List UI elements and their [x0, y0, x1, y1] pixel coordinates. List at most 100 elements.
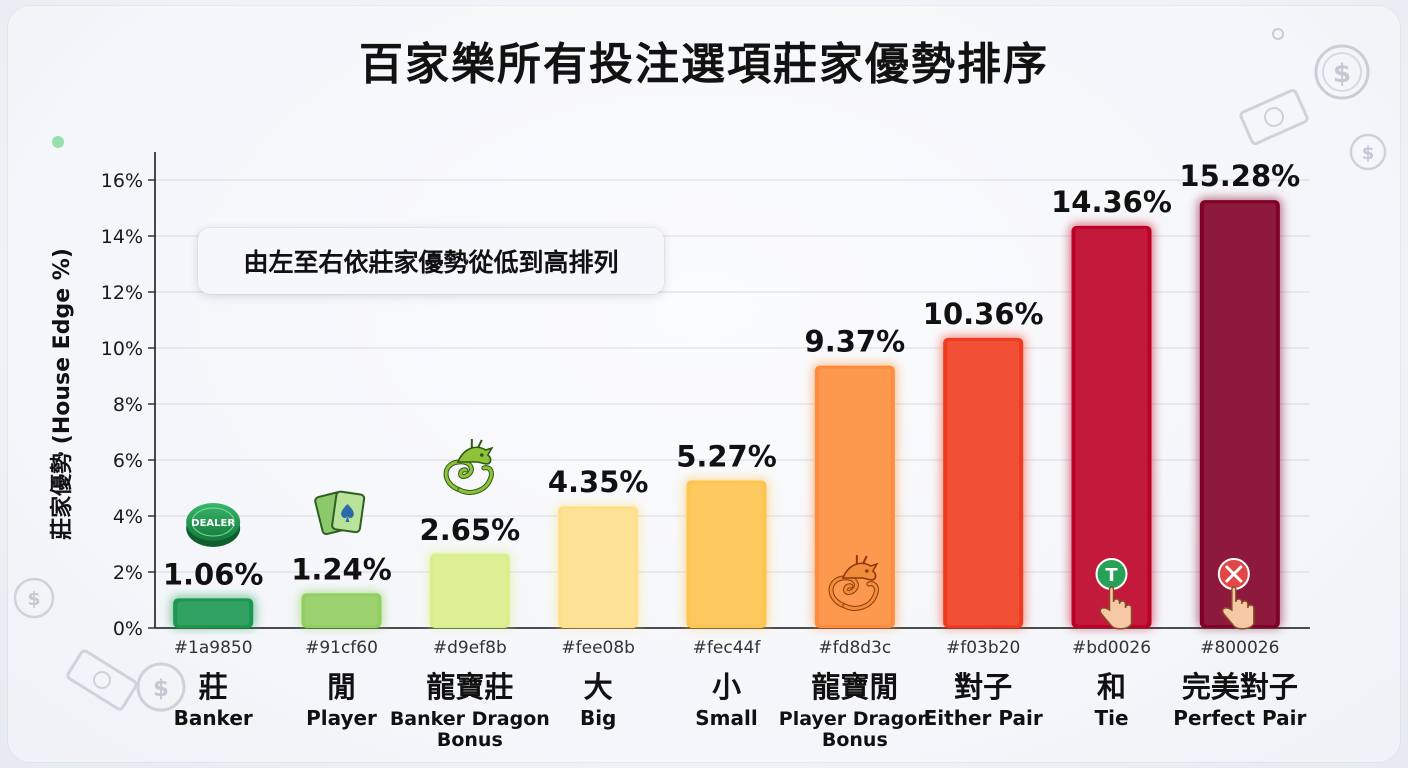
hex-label: #91cf60 [305, 638, 378, 658]
bar-highlight [177, 601, 250, 625]
cross-mark [1225, 565, 1243, 583]
playing-cards-icon [314, 490, 366, 536]
category-label-en: Perfect Pair [1173, 706, 1306, 730]
bar-highlight [562, 509, 635, 625]
perfect-pair-hand-icon [1217, 558, 1255, 630]
bar-highlight [305, 596, 378, 625]
tie-badge-letter: T [1105, 565, 1118, 586]
bar [1071, 225, 1152, 629]
value-label: 5.27% [676, 439, 777, 473]
category-label-en: Either Pair [924, 706, 1043, 730]
spade-symbol [341, 504, 354, 522]
value-label: 1.06% [163, 557, 264, 591]
value-label: 9.37% [805, 325, 906, 359]
y-tick-label: 10% [101, 338, 143, 360]
dragon-icon [828, 555, 879, 611]
hex-label: #fd8d3c [818, 638, 891, 658]
dragon-head [841, 562, 879, 581]
category-label-zh: 小 [712, 670, 741, 704]
bar-highlight [1075, 228, 1148, 626]
bar [301, 593, 382, 628]
dragon-icon [443, 439, 494, 495]
category-label-zh: 完美對子 [1182, 670, 1298, 704]
hex-label: #fec44f [693, 638, 762, 658]
bar-highlight [818, 368, 891, 625]
dragon-horns [470, 439, 483, 449]
y-tick-label: 4% [113, 506, 143, 528]
bar-highlight [1203, 203, 1276, 625]
category-label-zh: 和 [1097, 670, 1126, 704]
hex-label: #f03b20 [946, 638, 1020, 658]
category-label-en: Tie [1094, 706, 1128, 730]
y-tick-label: 14% [101, 226, 143, 248]
dealer-chip-icon: DEALER [186, 503, 241, 547]
dragon-body-fill [444, 460, 473, 492]
category-label-zh: 龍寶閒 [811, 670, 898, 704]
bar-highlight [433, 556, 506, 625]
icons: DEALER T [186, 439, 1255, 630]
category-label-zh: 莊 [199, 670, 228, 704]
dragon-body-fill [829, 576, 858, 608]
y-tick-label: 6% [113, 450, 143, 472]
bar-highlight [690, 483, 763, 625]
value-label: 2.65% [420, 513, 521, 547]
coin-symbol: $ [1333, 59, 1351, 89]
category-label-zh: 閒 [327, 670, 356, 704]
bar [1199, 200, 1280, 628]
bar [429, 553, 510, 628]
category-label-en: Big [580, 706, 616, 730]
card-background [8, 6, 1400, 762]
banknote-icon [1239, 89, 1309, 145]
category-label-zh: 對子 [954, 670, 1012, 704]
hex-label: #fee08b [561, 638, 635, 658]
value-label: 14.36% [1051, 185, 1172, 219]
category-label-en: Banker Dragon Bonus [390, 708, 550, 751]
category-label-zh: 大 [584, 670, 613, 704]
coin-icon: $ [136, 662, 186, 712]
bar [686, 480, 767, 628]
dragon-tail-fill [843, 582, 878, 610]
value-label: 15.28% [1179, 159, 1300, 193]
category-label-en: Banker [174, 706, 253, 730]
hex-label: #800026 [1200, 638, 1279, 658]
dragon-tail-fill [458, 466, 493, 494]
y-tick-label: 16% [101, 170, 143, 192]
bar [173, 598, 254, 628]
y-axis-label: 莊家優勢 (House Edge %) [50, 248, 75, 540]
sparkle-dot [1272, 28, 1284, 40]
bar-highlight [947, 340, 1020, 625]
dragon-eye [480, 453, 484, 457]
chip-text: DEALER [191, 518, 235, 529]
bar [814, 365, 895, 628]
hand-shape [1099, 586, 1133, 630]
coin-icon: $ [13, 577, 55, 619]
page-title: 百家樂所有投注選項莊家優勢排序 [359, 39, 1049, 90]
dragon-horns [855, 555, 868, 565]
sort-order-note: 由左至右依莊家優勢從低到高排列 [198, 228, 664, 294]
y-tick-label: 2% [113, 562, 143, 584]
hex-label: #1a9850 [174, 638, 253, 658]
hex-label: #bd0026 [1072, 638, 1151, 658]
category-label-zh: 龍寶莊 [426, 670, 513, 704]
coin-symbol: $ [27, 588, 40, 610]
coin-icon: $ [1349, 133, 1387, 171]
category-label-en: Small [695, 706, 757, 730]
coin-symbol: $ [153, 676, 169, 702]
banknote-icon [66, 649, 138, 711]
sparkle-dot [52, 136, 64, 148]
value-label: 4.35% [548, 465, 649, 499]
hand-shape [1221, 586, 1255, 630]
y-tick-label: 12% [101, 282, 143, 304]
tie-hand-icon: T [1095, 558, 1133, 630]
bar [558, 506, 639, 628]
value-label: 10.36% [923, 297, 1044, 331]
y-tick-label: 8% [113, 394, 143, 416]
dragon-eye [865, 569, 869, 573]
bar [943, 337, 1024, 628]
chip-top [186, 503, 241, 541]
hex-label: #d9ef8b [433, 638, 507, 658]
category-label-en: Player Dragon Bonus [779, 708, 931, 751]
value-label: 1.24% [291, 552, 392, 586]
